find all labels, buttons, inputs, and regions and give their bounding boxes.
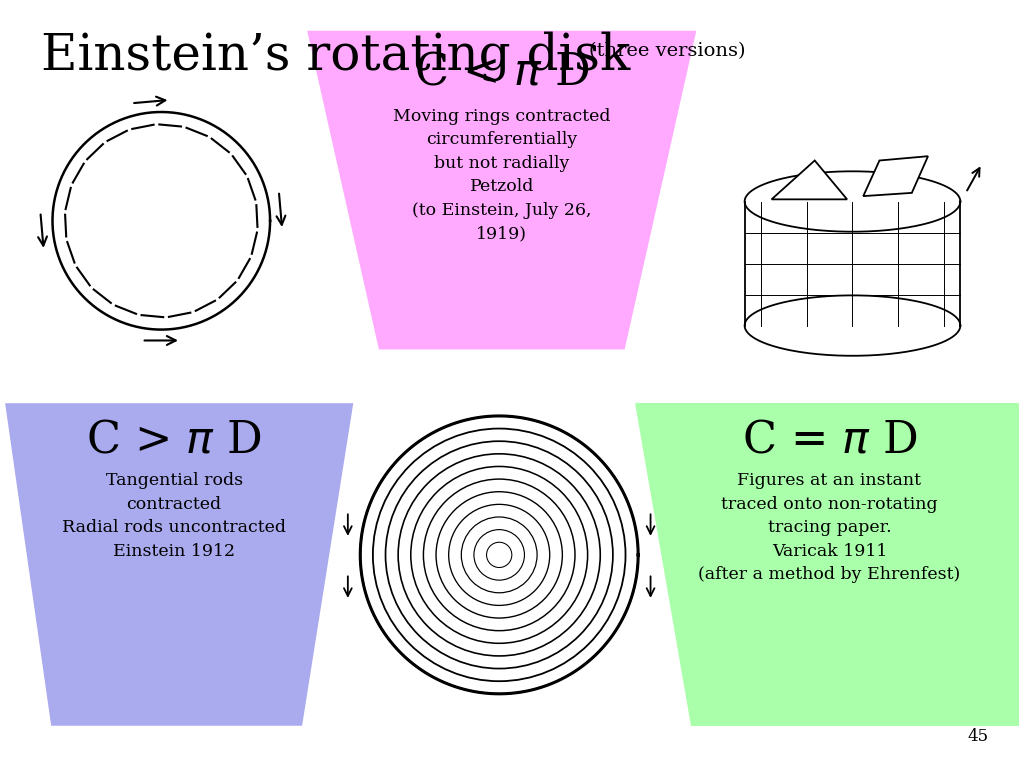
Polygon shape	[307, 31, 696, 349]
Polygon shape	[5, 403, 353, 726]
Text: (three versions): (three versions)	[589, 42, 745, 60]
Text: Tangential rods
contracted
Radial rods uncontracted
Einstein 1912: Tangential rods contracted Radial rods u…	[62, 472, 286, 560]
Text: 45: 45	[967, 728, 988, 745]
Text: Figures at an instant
traced onto non-rotating
tracing paper.
Varicak 1911
(afte: Figures at an instant traced onto non-ro…	[698, 472, 961, 584]
Text: Einstein’s rotating disk: Einstein’s rotating disk	[41, 31, 630, 81]
Polygon shape	[771, 161, 847, 200]
Text: C > $\pi$ D: C > $\pi$ D	[86, 419, 262, 462]
Text: Moving rings contracted
circumferentially
but not radially
Petzold
(to Einstein,: Moving rings contracted circumferentiall…	[393, 108, 610, 242]
Text: C = $\pi$ D: C = $\pi$ D	[741, 419, 918, 462]
Text: C < $\pi$ D: C < $\pi$ D	[414, 50, 590, 93]
Polygon shape	[863, 156, 928, 196]
Polygon shape	[635, 403, 1019, 726]
